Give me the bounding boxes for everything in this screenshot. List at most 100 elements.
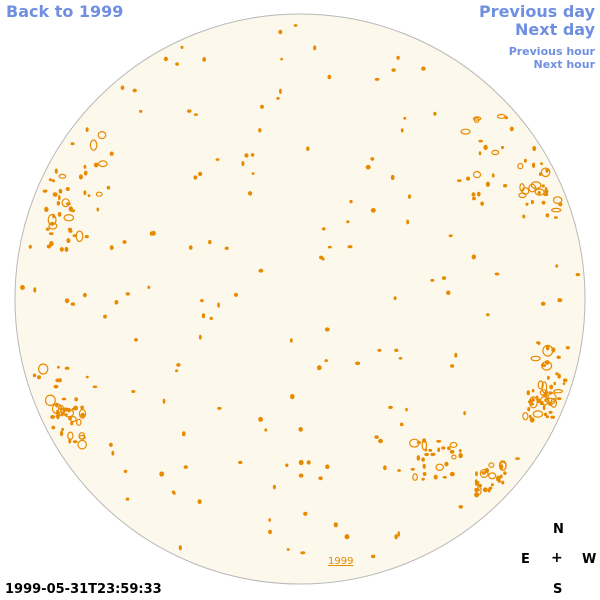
contour-mark bbox=[67, 431, 74, 440]
contour-mark bbox=[391, 68, 396, 72]
contour-mark bbox=[44, 206, 49, 212]
contour-mark bbox=[458, 504, 463, 509]
contour-mark bbox=[466, 176, 471, 181]
contour-mark bbox=[349, 199, 353, 204]
contour-mark bbox=[83, 164, 87, 169]
contour-mark bbox=[394, 534, 398, 540]
contour-mark bbox=[537, 191, 541, 195]
next-hour-link[interactable]: Next hour bbox=[533, 58, 596, 71]
contour-mark bbox=[54, 168, 58, 174]
contour-mark bbox=[306, 146, 310, 151]
contour-mark bbox=[234, 292, 239, 297]
next-day-link[interactable]: Next day bbox=[515, 20, 595, 39]
contour-mark bbox=[66, 238, 71, 244]
contour-mark bbox=[293, 24, 298, 27]
contour-mark bbox=[280, 57, 284, 61]
year-link[interactable]: 1999 bbox=[328, 556, 354, 567]
contour-mark bbox=[486, 313, 490, 317]
contour-mark bbox=[85, 127, 89, 133]
contour-mark bbox=[198, 171, 203, 177]
contour-mark bbox=[84, 235, 89, 239]
contour-mark bbox=[541, 363, 546, 367]
contour-mark bbox=[531, 397, 535, 402]
contour-mark bbox=[424, 452, 429, 457]
previous-hour-link[interactable]: Previous hour bbox=[508, 45, 595, 58]
contour-mark bbox=[298, 473, 304, 478]
contour-mark bbox=[475, 471, 478, 477]
contour-mark bbox=[544, 189, 549, 194]
contour-mark bbox=[321, 227, 326, 231]
contour-mark bbox=[490, 483, 494, 487]
contour-mark bbox=[346, 220, 350, 224]
contour-mark bbox=[553, 381, 556, 386]
contour-mark bbox=[549, 384, 554, 390]
contour-mark bbox=[109, 151, 114, 156]
contour-mark bbox=[111, 450, 115, 456]
contour-mark bbox=[258, 268, 264, 273]
contour-mark bbox=[370, 157, 375, 161]
contour-mark bbox=[523, 158, 527, 163]
contour-mark bbox=[408, 194, 412, 199]
contour-mark bbox=[258, 128, 262, 133]
contour-mark bbox=[238, 460, 243, 465]
contour-mark bbox=[478, 139, 484, 143]
contour-mark bbox=[278, 29, 283, 35]
contour-mark bbox=[535, 395, 539, 399]
contour-mark bbox=[52, 192, 58, 197]
contour-mark bbox=[460, 128, 471, 135]
contour-mark bbox=[45, 227, 50, 231]
contour-mark bbox=[501, 480, 505, 485]
contour-mark bbox=[47, 213, 57, 226]
contour-mark bbox=[436, 439, 442, 443]
contour-mark bbox=[42, 189, 48, 193]
contour-mark bbox=[72, 440, 78, 444]
contour-mark bbox=[58, 188, 63, 194]
contour-mark bbox=[575, 273, 581, 277]
compass-west-label: W bbox=[582, 552, 597, 567]
contour-mark bbox=[187, 109, 192, 113]
contour-mark bbox=[557, 373, 561, 379]
contour-mark bbox=[441, 446, 446, 450]
contour-mark bbox=[70, 302, 76, 306]
contour-mark bbox=[106, 185, 111, 190]
contour-mark bbox=[217, 302, 220, 308]
contour-mark bbox=[95, 191, 103, 197]
contour-mark bbox=[396, 55, 400, 60]
contour-mark bbox=[123, 469, 128, 473]
contour-mark bbox=[147, 285, 151, 289]
contour-mark bbox=[482, 487, 488, 493]
previous-day-link[interactable]: Previous day bbox=[478, 2, 595, 21]
contour-mark bbox=[449, 441, 458, 448]
contour-mark bbox=[183, 465, 188, 469]
contour-mark bbox=[65, 187, 70, 192]
contour-mark bbox=[491, 173, 495, 178]
contour-mark bbox=[138, 109, 143, 113]
contour-mark bbox=[327, 245, 332, 249]
contour-mark bbox=[555, 372, 559, 376]
contour-mark bbox=[250, 153, 255, 157]
contour-mark bbox=[200, 299, 204, 303]
contour-mark bbox=[67, 227, 73, 232]
contour-mark bbox=[529, 417, 535, 423]
contour-mark bbox=[422, 472, 427, 477]
contour-mark bbox=[208, 239, 212, 245]
contour-mark bbox=[433, 474, 438, 480]
contour-mark bbox=[451, 454, 457, 460]
contour-mark bbox=[80, 405, 84, 410]
back-to-year-link[interactable]: Back to 1999 bbox=[6, 2, 124, 21]
contour-mark bbox=[258, 416, 264, 422]
contour-mark bbox=[556, 397, 562, 401]
contour-mark bbox=[59, 430, 64, 437]
observation-timestamp: 1999-05-31T23:59:33 bbox=[5, 582, 162, 597]
compass-north-label: N bbox=[553, 522, 564, 537]
contour-mark bbox=[544, 360, 550, 365]
contour-mark bbox=[125, 292, 131, 296]
contour-mark bbox=[454, 352, 458, 358]
contour-mark bbox=[393, 296, 397, 301]
contour-mark bbox=[541, 381, 548, 394]
contour-mark bbox=[491, 149, 500, 156]
contour-mark bbox=[485, 181, 490, 187]
contour-mark bbox=[528, 183, 537, 193]
contour-mark bbox=[180, 45, 184, 50]
